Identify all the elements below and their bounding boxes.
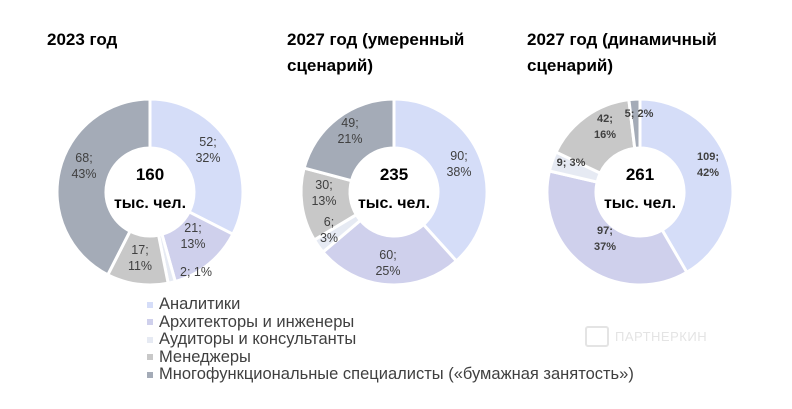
- legend-swatch: [147, 354, 153, 361]
- legend-item: Архитекторы и инженеры: [147, 312, 634, 332]
- legend-label: Многофункциональные специалисты («бумажн…: [159, 365, 634, 383]
- center-unit: тыс. чел.: [114, 195, 186, 212]
- legend-item: Аудиторы и консультанты: [147, 330, 634, 349]
- legend-swatch: [147, 301, 153, 308]
- donut-slice-2-0: [638, 97, 735, 275]
- data-label: 6; 3%: [320, 215, 338, 245]
- center-unit: тыс. чел.: [358, 195, 430, 212]
- data-label: 30; 13%: [311, 178, 336, 208]
- donut-slice-0-0: [148, 97, 245, 237]
- data-label: 90; 38%: [446, 149, 471, 179]
- legend-item: Менеджеры: [147, 347, 634, 367]
- data-label: 68; 43%: [71, 151, 96, 181]
- watermark-text: ПАРТНЕРКИН: [615, 329, 708, 344]
- data-label: 109; 42%: [697, 151, 719, 179]
- donut-slice-1-0: [392, 97, 489, 264]
- legend-label: Архитекторы и инженеры: [159, 312, 355, 331]
- data-label: 60; 25%: [375, 248, 400, 278]
- watermark-logo-icon: [585, 326, 609, 347]
- legend-swatch: [147, 371, 153, 378]
- donut-slice-2-1: [545, 169, 689, 287]
- legend-label: Аудиторы и консультанты: [159, 330, 357, 348]
- data-label: 52; 32%: [195, 135, 220, 165]
- donut-slice-1-1: [320, 218, 459, 287]
- legend: Аналитики Архитекторы и инженеры Аудитор…: [147, 295, 634, 384]
- legend-label: Менеджеры: [159, 347, 251, 366]
- legend-item: Аналитики: [147, 295, 634, 314]
- center-total: 261: [626, 165, 654, 184]
- legend-swatch: [147, 319, 153, 326]
- legend-swatch: [147, 336, 153, 343]
- donut-slice-2-4: [627, 97, 642, 150]
- donut-slice-0-4: [55, 97, 152, 277]
- chart-title-2023: 2023 год: [47, 30, 118, 49]
- center-total: 235: [380, 165, 408, 184]
- data-label: 42; 16%: [594, 113, 616, 141]
- data-label: 9; 3%: [557, 157, 586, 169]
- legend-label: Аналитики: [159, 295, 241, 313]
- chart-title-2027-dynamic: 2027 год (динамичный сценарий): [527, 30, 717, 75]
- legend-item: Многофункциональные специалисты («бумажн…: [147, 365, 634, 384]
- data-label: 2; 1%: [180, 265, 212, 279]
- data-label: 21; 13%: [180, 221, 205, 251]
- data-label: 97; 37%: [594, 225, 616, 253]
- data-label: 5; 2%: [625, 108, 654, 120]
- donut-slice-1-4: [302, 97, 396, 183]
- data-label: 49; 21%: [337, 116, 362, 146]
- chart-title-2027-moderate: 2027 год (умеренный сценарий): [287, 30, 465, 75]
- data-label: 17; 11%: [128, 243, 152, 273]
- center-total: 160: [136, 165, 164, 184]
- center-unit: тыс. чел.: [604, 195, 676, 212]
- watermark: ПАРТНЕРКИН: [585, 326, 707, 347]
